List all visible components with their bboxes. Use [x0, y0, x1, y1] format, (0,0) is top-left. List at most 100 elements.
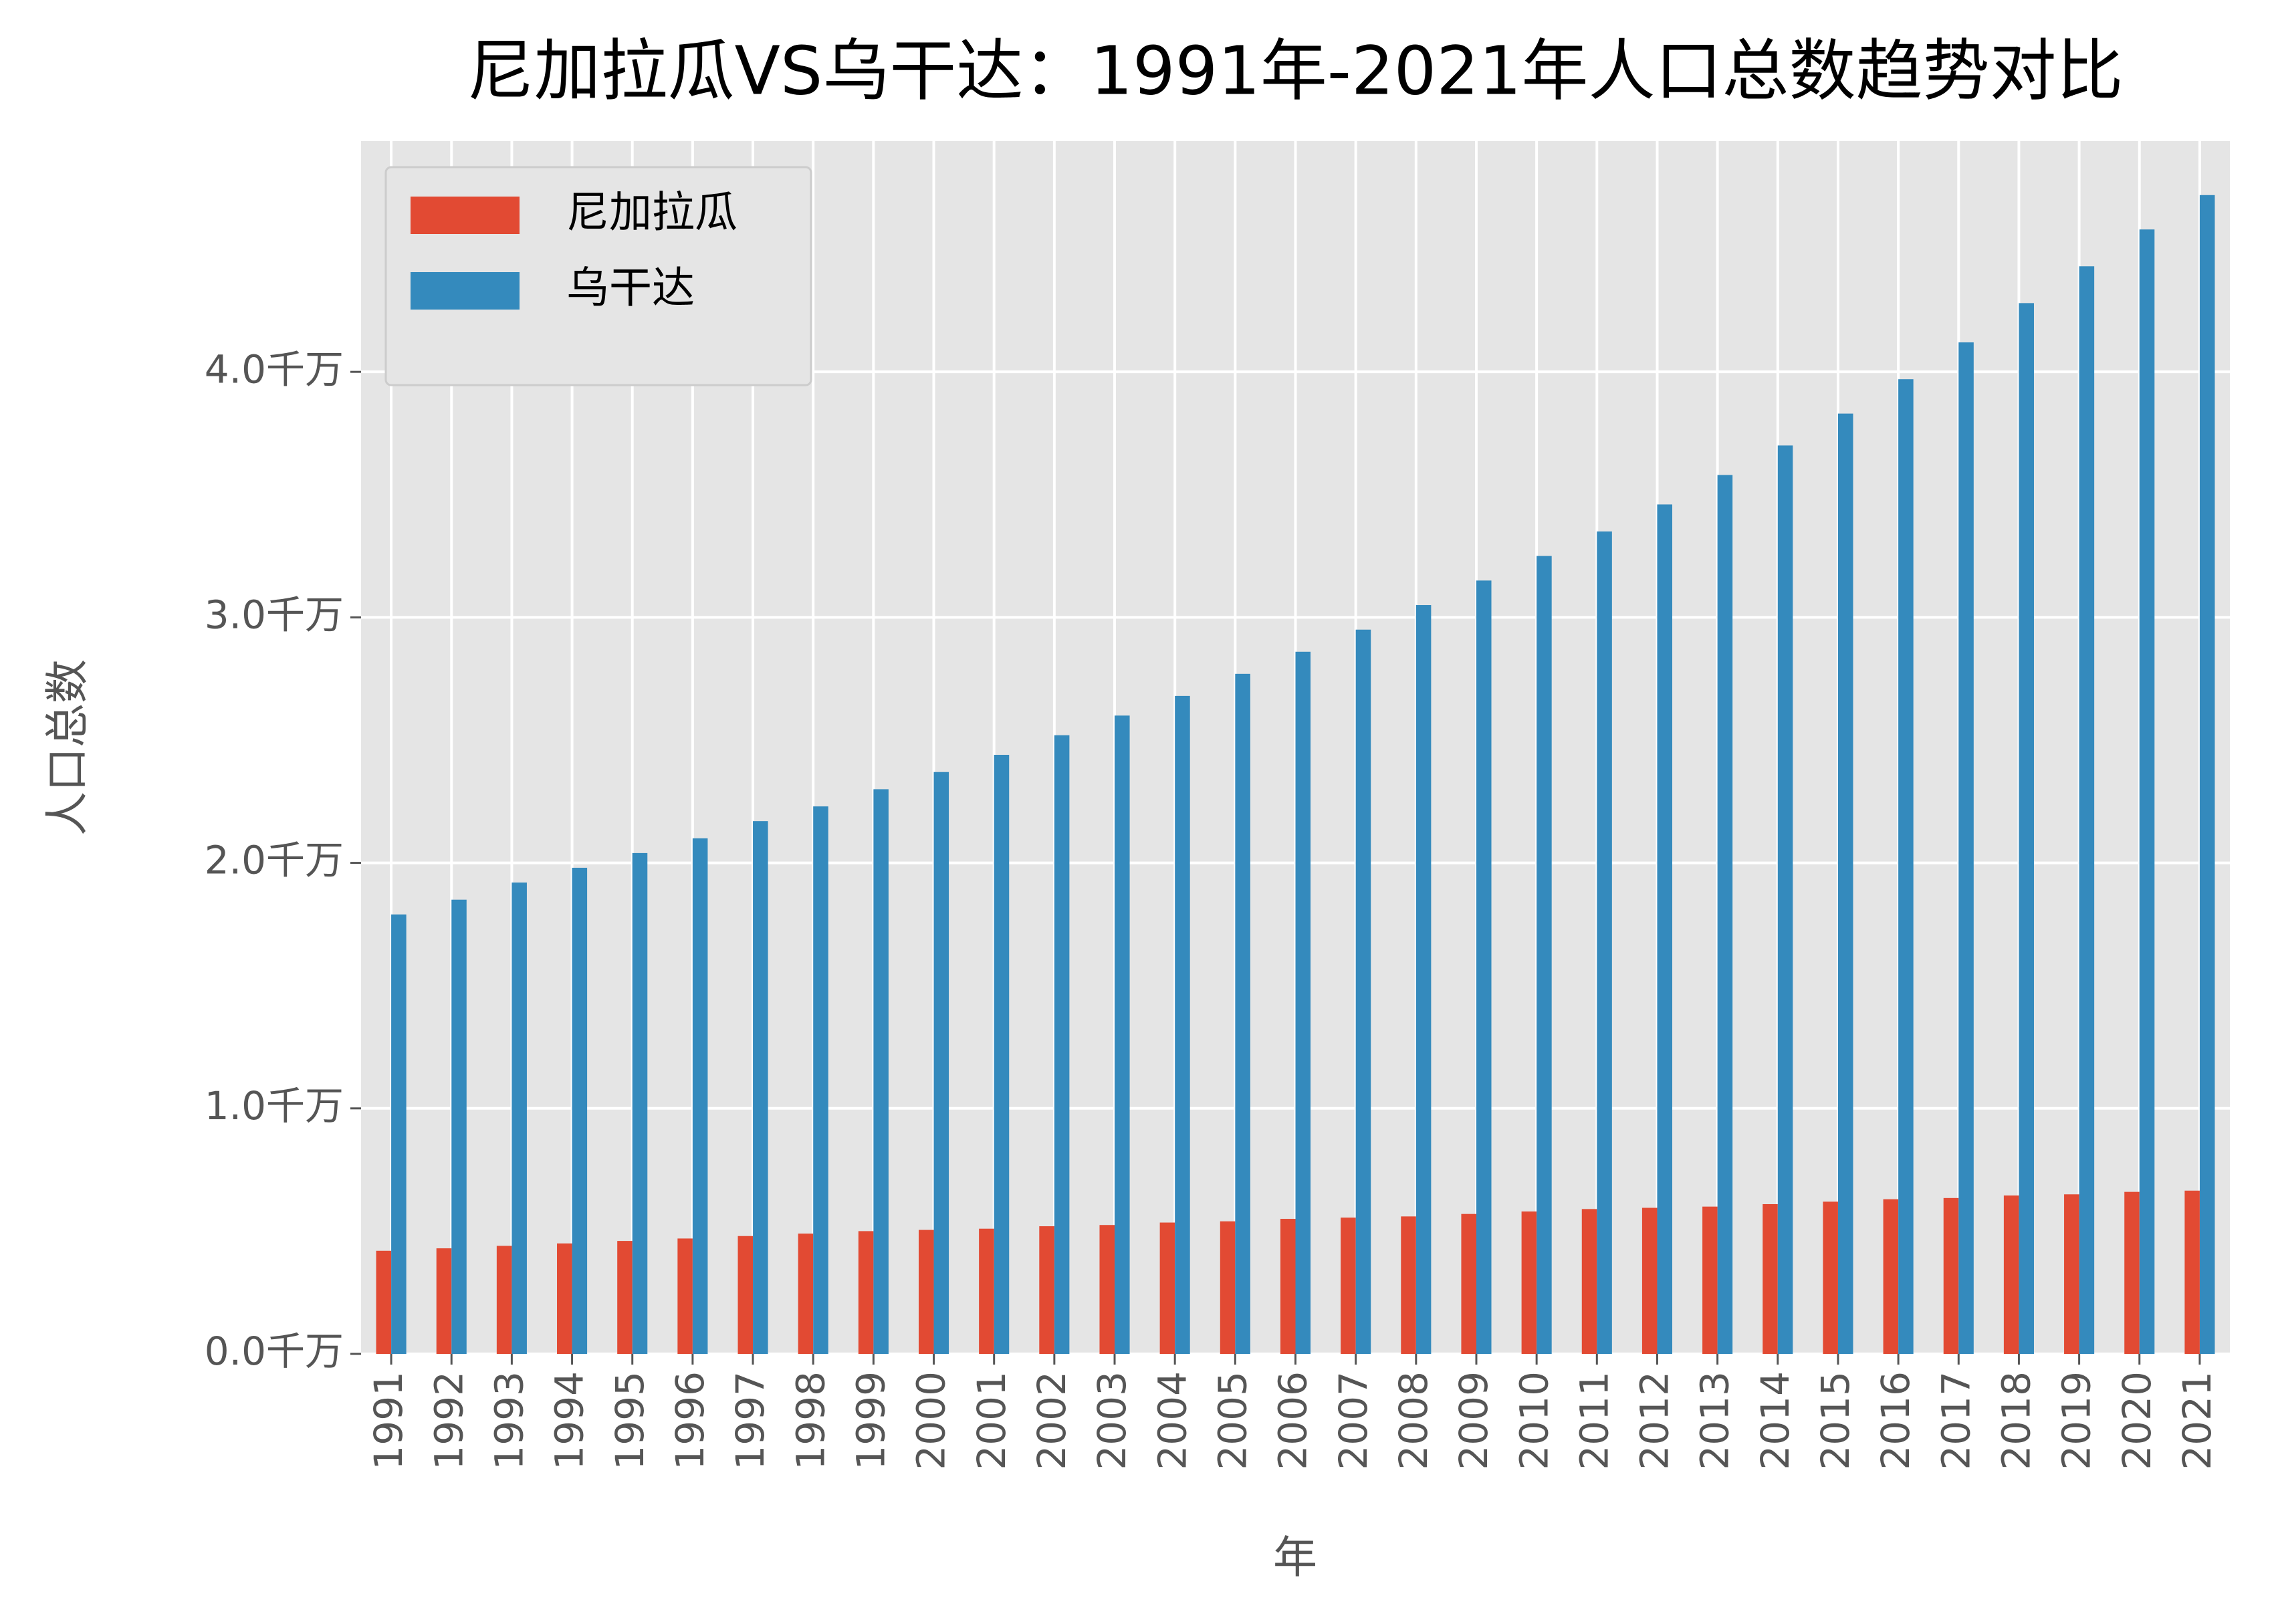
bar [1175, 695, 1190, 1354]
bar [1837, 413, 1853, 1355]
bar [1777, 445, 1793, 1354]
x-tick-label: 2006 [1270, 1371, 1316, 1470]
bar [391, 914, 407, 1354]
x-tick-label: 2019 [2054, 1371, 2099, 1470]
bar [1898, 379, 1914, 1354]
x-tick-label: 2004 [1149, 1371, 1195, 1470]
bar [2019, 303, 2034, 1355]
x-tick-label: 1996 [667, 1371, 713, 1470]
x-tick-label: 2021 [2174, 1371, 2220, 1470]
bar [994, 755, 1010, 1354]
bar [1943, 1197, 1959, 1354]
legend-swatch [411, 197, 520, 234]
bar [496, 1246, 512, 1354]
x-tick-label: 1993 [487, 1371, 532, 1470]
bar [918, 1230, 934, 1354]
bar [979, 1228, 994, 1354]
bar [557, 1243, 572, 1354]
bar [2124, 1191, 2140, 1354]
bar [1220, 1221, 1236, 1354]
bar [1280, 1219, 1296, 1354]
bar [1823, 1201, 1838, 1354]
bar [451, 899, 467, 1354]
x-tick-label: 2020 [2114, 1371, 2160, 1470]
y-tick-label: 3.0千万 [205, 592, 344, 637]
bar [1521, 1211, 1537, 1354]
bar [858, 1231, 874, 1354]
y-tick-label: 0.0千万 [205, 1328, 344, 1374]
bar [1461, 1213, 1476, 1354]
bar [1717, 475, 1733, 1354]
x-tick-label: 2001 [969, 1371, 1014, 1470]
x-tick-label: 2005 [1210, 1371, 1255, 1470]
bar [1657, 504, 1673, 1354]
x-tick-label: 2010 [1511, 1371, 1557, 1470]
x-tick-label: 1992 [426, 1371, 471, 1470]
bar [617, 1241, 633, 1354]
bar [1054, 735, 1070, 1354]
bar [1115, 715, 1130, 1354]
x-tick-label: 2015 [1813, 1371, 1858, 1470]
bar [2064, 1194, 2079, 1354]
bar [632, 852, 648, 1354]
y-tick-label: 4.0千万 [205, 346, 344, 392]
bar [1099, 1225, 1115, 1354]
bar [1159, 1222, 1175, 1354]
x-tick-label: 2013 [1692, 1371, 1738, 1470]
bar [376, 1250, 392, 1354]
bar [1295, 651, 1311, 1354]
bar [1883, 1199, 1899, 1354]
legend-label: 尼加拉瓜 [566, 189, 737, 238]
bar [1641, 1207, 1658, 1354]
x-tick-label: 2011 [1571, 1371, 1617, 1470]
chart-title: 尼加拉瓜VS乌干达：1991年-2021年人口总数趋势对比 [467, 31, 2124, 110]
x-tick-label: 2009 [1451, 1371, 1496, 1470]
bar [436, 1248, 452, 1354]
x-tick-label: 2016 [1873, 1371, 1918, 1470]
bar [1235, 673, 1250, 1354]
bar [753, 821, 768, 1354]
bar [1763, 1204, 1778, 1354]
bar [1702, 1206, 1718, 1354]
y-axis-label: 人口总数 [41, 659, 93, 836]
bar [2199, 195, 2215, 1355]
bar [677, 1238, 693, 1354]
x-tick-label: 1994 [547, 1371, 592, 1470]
x-tick-label: 2012 [1632, 1371, 1678, 1470]
bar [692, 838, 708, 1354]
x-tick-label: 1998 [788, 1371, 833, 1470]
bar [1597, 531, 1612, 1354]
bar [1537, 556, 1552, 1355]
bar [873, 789, 889, 1354]
y-tick-label: 1.0千万 [205, 1083, 344, 1129]
x-tick-label: 1997 [727, 1371, 773, 1470]
x-axis-label: 年 [1273, 1532, 1317, 1583]
bar [1958, 342, 1974, 1354]
x-tick-label: 2014 [1752, 1371, 1798, 1470]
bar [2184, 1190, 2200, 1354]
bar [1355, 629, 1371, 1354]
x-tick-label: 2002 [1029, 1371, 1074, 1470]
bar [1039, 1226, 1054, 1354]
x-tick-label: 1991 [366, 1371, 411, 1470]
bar [1415, 605, 1432, 1354]
x-tick-label: 2000 [909, 1371, 954, 1470]
x-tick-label: 1999 [848, 1371, 893, 1470]
x-tick-label: 1995 [607, 1371, 653, 1470]
bar [1401, 1216, 1416, 1354]
bar [2003, 1195, 2019, 1354]
x-tick-label: 2007 [1331, 1371, 1376, 1470]
bar [737, 1236, 754, 1354]
y-tick-label: 2.0千万 [205, 838, 344, 883]
bar [1476, 580, 1492, 1355]
bar [572, 867, 588, 1354]
bar [512, 882, 527, 1354]
x-tick-label: 2003 [1089, 1371, 1135, 1470]
bar [1581, 1209, 1597, 1354]
x-tick-label: 2017 [1933, 1371, 1978, 1470]
bar [2139, 229, 2155, 1354]
x-tick-label: 2008 [1391, 1371, 1436, 1470]
x-tick-label: 2018 [1994, 1371, 2039, 1470]
legend-swatch [411, 272, 520, 310]
